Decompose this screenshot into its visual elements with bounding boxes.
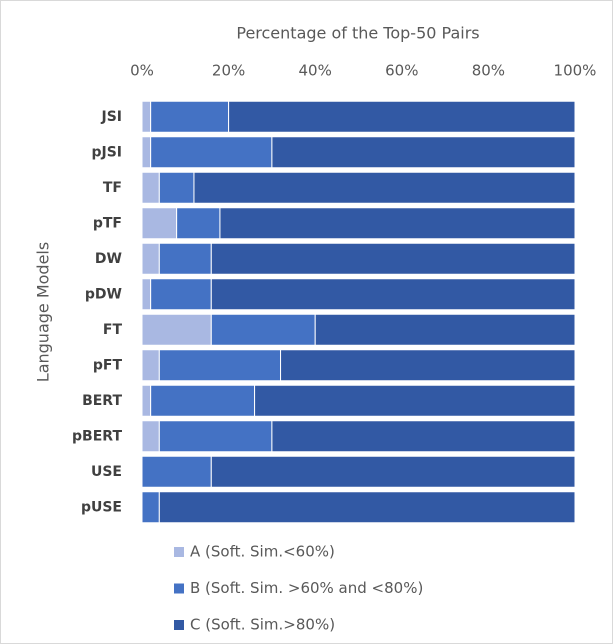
bar-segment (141, 136, 152, 169)
bar-segment (141, 100, 152, 133)
bar-segment (158, 491, 576, 524)
bar-segment (158, 349, 282, 382)
bar-segment (141, 491, 160, 524)
category-label: pUSE (81, 499, 122, 515)
category-label: pBERT (72, 428, 122, 444)
chart-title: Percentage of the Top-50 Pairs (236, 24, 479, 43)
bar-segment (271, 420, 576, 453)
bar-segment (141, 420, 160, 453)
category-label: FT (103, 322, 123, 338)
x-tick-label: 40% (299, 62, 332, 80)
bar-segment (141, 207, 178, 240)
legend-swatch (174, 583, 184, 594)
bar-segment (193, 171, 576, 204)
bar-segment (228, 100, 576, 133)
bar-segment (176, 207, 221, 240)
bar-segment (210, 278, 576, 311)
bar-segment (271, 136, 576, 169)
bar-segment (219, 207, 576, 240)
bar-segment (158, 171, 195, 204)
category-label: pFT (93, 357, 123, 373)
bar-segment (150, 278, 212, 311)
bar-segment (150, 384, 256, 417)
bar-segment (141, 242, 160, 275)
bar-segment (158, 242, 212, 275)
bar-segment (141, 349, 160, 382)
bar-segment (210, 313, 316, 346)
category-label: JSI (100, 109, 122, 125)
category-label: pTF (93, 215, 122, 231)
category-label: pJSI (91, 144, 122, 160)
legend-label: C (Soft. Sim.>80%) (190, 616, 335, 634)
category-label: USE (91, 464, 122, 480)
bar-segment (141, 278, 152, 311)
bar-segment (141, 171, 160, 204)
bar-segment (150, 100, 230, 133)
x-tick-label: 80% (472, 62, 505, 80)
bar-segment (141, 455, 212, 488)
bar-segment (314, 313, 576, 346)
x-tick-label: 20% (212, 62, 245, 80)
bar-segment (254, 384, 576, 417)
bar-segment (150, 136, 273, 169)
legend-swatch (174, 620, 184, 630)
x-tick-label: 60% (385, 62, 418, 80)
category-label: pDW (85, 286, 122, 302)
bar-segment (210, 455, 576, 488)
category-label: BERT (82, 393, 122, 409)
category-label: TF (103, 180, 122, 196)
bar-segment (141, 313, 212, 346)
legend-label: B (Soft. Sim. >60% and <80%) (190, 579, 423, 597)
y-axis-label: Language Models (34, 242, 53, 382)
bar-segment (158, 420, 273, 453)
category-label: DW (95, 251, 122, 267)
bar-segment (280, 349, 576, 382)
legend-swatch (174, 547, 184, 557)
x-tick-label: 100% (554, 62, 597, 80)
legend-label: A (Soft. Sim.<60%) (190, 543, 335, 561)
x-tick-label: 0% (130, 62, 154, 80)
bar-segment (210, 242, 576, 275)
bar-segment (141, 384, 152, 417)
